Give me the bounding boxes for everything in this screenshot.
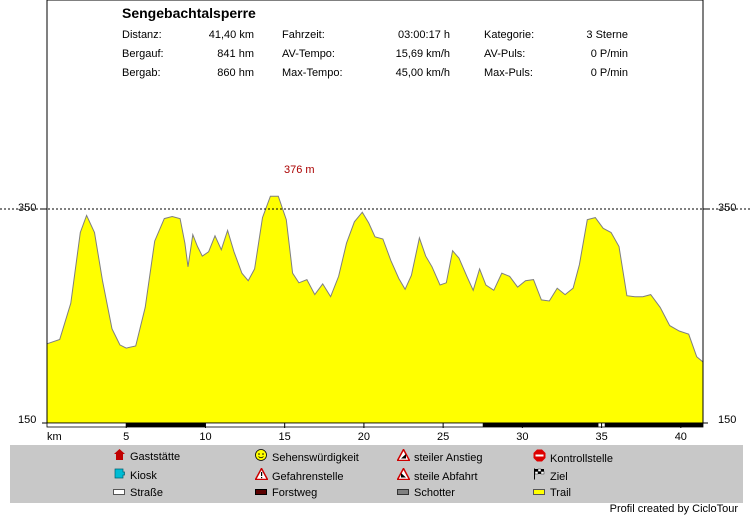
- x-tick-label: 30: [516, 431, 528, 443]
- chart-title: Sengebachtalsperre: [122, 5, 256, 21]
- legend-label: Schotter: [414, 487, 455, 499]
- legend-label: Ziel: [550, 471, 568, 483]
- legend-item-sehenswuerdigkeit: Sehenswürdigkeit: [254, 449, 359, 464]
- legend-label: Trail: [550, 487, 571, 499]
- x-tick-label: 10: [199, 431, 211, 443]
- stat-value-kategorie: 3 Sterne: [586, 29, 628, 41]
- x-tick-label: 20: [358, 431, 370, 443]
- legend-item-forstweg: Forstweg: [254, 487, 317, 499]
- y-tick-350-left: 350: [18, 202, 37, 214]
- stat-label-kategorie: Kategorie:: [484, 29, 535, 41]
- stat-value-max-puls: 0 P/min: [590, 67, 628, 79]
- legend-item-ziel: Ziel: [532, 468, 568, 483]
- legend-item-schotter: Schotter: [396, 487, 455, 499]
- stat-label-distanz: Distanz:: [122, 29, 162, 41]
- trail-icon: [532, 487, 546, 499]
- strasse-icon: [112, 487, 126, 499]
- road-segment-forstweg: [126, 423, 206, 427]
- elevation-line: [46, 195, 704, 363]
- elevation-chart: km 5 10 15 20 25 30 35 40: [0, 0, 750, 443]
- legend-label: Kontrollstelle: [550, 453, 613, 465]
- y-tick-350-right: 350: [718, 202, 737, 214]
- stat-label-av-puls: AV-Puls:: [484, 48, 526, 60]
- legend-label: steiler Anstieg: [414, 452, 483, 464]
- ziel-icon: [532, 468, 546, 483]
- kiosk-icon: [112, 468, 126, 482]
- elevation-area: [47, 196, 703, 423]
- forstweg-icon: [254, 487, 268, 499]
- x-tick-label: 5: [123, 431, 129, 443]
- sehenswuerdigkeit-icon: [254, 449, 268, 464]
- legend-label: Forstweg: [272, 487, 318, 499]
- stat-label-av-tempo: AV-Tempo:: [282, 48, 335, 60]
- legend-label: Kiosk: [130, 470, 157, 482]
- x-tick-label: 25: [437, 431, 449, 443]
- stat-value-fahrzeit: 03:00:17 h: [398, 29, 450, 41]
- stat-value-max-tempo: 45,00 km/h: [395, 67, 450, 79]
- peak-annotation: 376 m: [284, 164, 315, 176]
- x-axis-label: km: [47, 431, 62, 443]
- legend-label: Gefahrenstelle: [272, 471, 344, 483]
- steiler-anstieg-icon: [395, 447, 411, 464]
- legend-item-gaststaette: Gaststätte: [112, 449, 180, 463]
- stat-value-bergauf: 841 hm: [217, 48, 254, 60]
- steile-abfahrt-icon: [395, 466, 411, 483]
- stat-value-av-puls: 0 P/min: [590, 48, 628, 60]
- legend-item-steile-abfahrt: steile Abfahrt: [395, 466, 478, 483]
- legend-label: Sehenswürdigkeit: [272, 452, 359, 464]
- x-tick-label: 35: [595, 431, 607, 443]
- y-tick-150-left: 150: [18, 414, 37, 426]
- legend-label: Gaststätte: [130, 451, 181, 463]
- legend-item-kontrollstelle: Kontrollstelle: [532, 449, 613, 465]
- stat-value-av-tempo: 15,69 km/h: [395, 48, 450, 60]
- legend-item-trail: Trail: [532, 487, 571, 499]
- gefahrenstelle-icon: [253, 466, 269, 483]
- road-segment-forstweg: [482, 423, 599, 427]
- legend-item-kiosk: Kiosk: [112, 468, 157, 482]
- stat-label-bergab: Bergab:: [122, 67, 161, 79]
- x-tick-label: 15: [279, 431, 291, 443]
- y-tick-150-right: 150: [718, 414, 737, 426]
- legend-item-steiler-anstieg: steiler Anstieg: [395, 447, 483, 464]
- legend-label: steile Abfahrt: [414, 471, 478, 483]
- legend-label: Straße: [130, 487, 164, 499]
- credit-text: Profil created by CicloTour: [609, 503, 738, 515]
- stat-label-max-puls: Max-Puls:: [484, 67, 533, 79]
- stat-label-fahrzeit: Fahrzeit:: [282, 29, 325, 41]
- stat-value-distanz: 41,40 km: [208, 29, 254, 41]
- legend-panel: Gaststätte Sehenswürdigkeit steiler Anst…: [10, 445, 743, 503]
- stat-label-max-tempo: Max-Tempo:: [282, 67, 343, 79]
- legend-item-gefahrenstelle: Gefahrenstelle: [253, 466, 344, 483]
- road-segment-forstweg: [604, 423, 703, 427]
- stat-value-bergab: 860 hm: [217, 67, 254, 79]
- kontrollstelle-icon: [532, 449, 546, 465]
- x-tick-label: 40: [675, 431, 687, 443]
- schotter-icon: [396, 487, 410, 499]
- gaststaette-icon: [112, 449, 126, 463]
- legend-item-strasse: Straße: [112, 487, 163, 499]
- stat-label-bergauf: Bergauf:: [122, 48, 164, 60]
